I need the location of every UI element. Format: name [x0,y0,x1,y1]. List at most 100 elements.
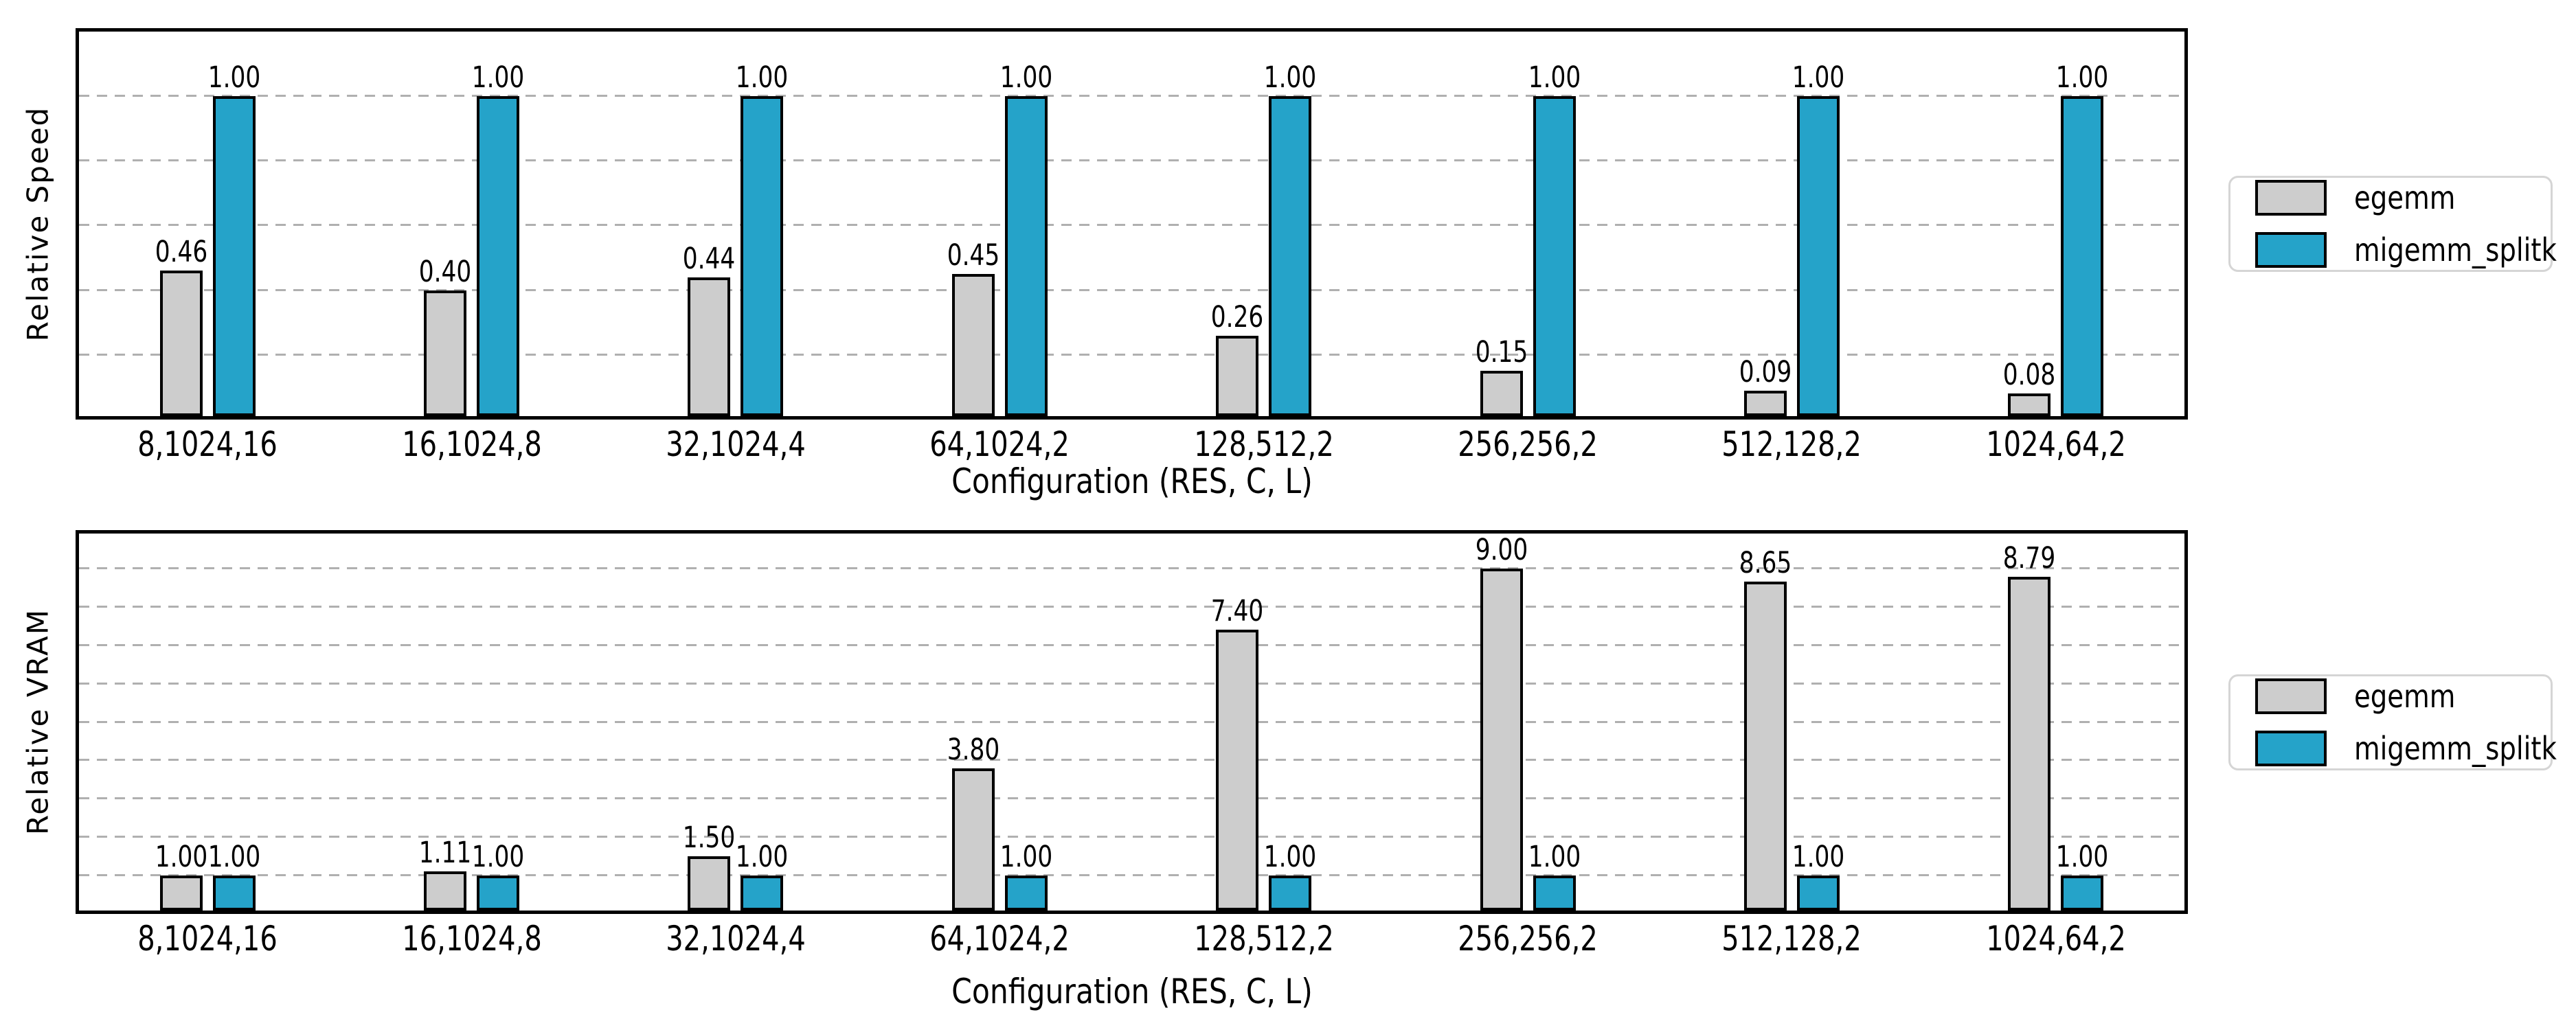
bar-value-label: 1.00 [736,840,789,875]
bar-value-label: 0.44 [683,241,736,276]
bar-migemm_splitk [1533,95,1576,416]
bar-egemm [1480,371,1523,416]
gridline [79,682,2184,685]
bar-egemm [424,871,467,911]
x-tick-label: 8,1024,16 [137,424,278,464]
x-tick-label: 256,256,2 [1458,424,1598,464]
bar-value-label: 1.00 [736,60,789,95]
bar-value-label: 1.00 [471,60,525,95]
bar-migemm_splitk [212,95,256,416]
gridline [79,720,2184,723]
legend-entry-egemm: egemm [2255,678,2551,714]
bar-migemm_splitk [212,876,256,911]
gridline [79,605,2184,608]
legend: egemm migemm_splitk [2228,176,2557,272]
x-tick-label: 1024,64,2 [1986,424,2126,464]
gridline [79,566,2184,569]
x-tick-label: 512,128,2 [1721,919,1862,959]
bar-migemm_splitk [1004,876,1048,911]
x-tick-label: 16,1024,8 [401,424,542,464]
bar-value-label: 0.40 [418,254,472,289]
bar-migemm_splitk [1004,95,1048,416]
x-tick-label: 512,128,2 [1721,424,1862,464]
x-tick-label: 64,1024,2 [929,919,1070,959]
bar-value-label: 0.15 [1475,335,1528,370]
x-tick-label: 16,1024,8 [401,919,542,959]
bar-value-label: 1.00 [1263,60,1317,95]
legend-swatch-egemm [2255,180,2327,216]
legend-entry-migemm-splitk: migemm_splitk [2255,731,2557,766]
bar-value-label: 0.08 [2003,358,2056,393]
legend-label-migemm-splitk: migemm_splitk [2354,231,2557,268]
x-tick-label: 32,1024,4 [666,424,806,464]
bar-value-label: 1.00 [1792,60,1845,95]
legend-entry-egemm: egemm [2255,180,2551,216]
legend-label-egemm: egemm [2354,179,2456,216]
gridline [79,159,2184,162]
bar-value-label: 0.45 [947,238,1000,273]
bar-value-label: 9.00 [1475,532,1528,567]
bar-value-label: 1.50 [683,821,736,856]
bar-value-label: 1.00 [1528,840,1581,875]
bar-value-label: 1.00 [999,60,1053,95]
bar-value-label: 3.80 [947,732,1000,767]
bar-egemm [1743,582,1787,911]
bar-value-label: 8.79 [2003,540,2056,575]
bar-migemm_splitk [1533,876,1576,911]
legend-swatch-egemm [2255,678,2327,714]
gridline [79,797,2184,800]
gridline [79,836,2184,838]
plot-area: 0.46 1.00 8,1024,16 0.40 1.00 16,1024,8 0.44 1.… [76,28,2188,464]
legend-swatch-migemm-splitk [2255,731,2327,766]
bar-migemm_splitk [741,95,784,416]
bar-value-label: 0.46 [155,235,207,270]
bar-migemm_splitk [2061,876,2104,911]
bar-egemm [951,768,995,911]
bar-value-label: 1.00 [207,840,260,875]
x-axis-label: Configuration (RES, C, L) [951,461,1313,501]
bar-value-label: 1.00 [2056,840,2109,875]
legend-swatch-migemm-splitk [2255,232,2327,268]
bar-egemm [2008,576,2051,911]
x-tick-label: 64,1024,2 [929,424,1070,464]
x-tick-label: 256,256,2 [1458,919,1598,959]
bar-egemm [159,876,203,911]
bar-value-label: 1.00 [207,60,260,95]
bar-value-label: 8.65 [1739,546,1792,581]
gridline [79,643,2184,646]
bar-egemm [159,271,203,416]
bar-egemm [1216,335,1259,416]
legend: egemm migemm_splitk [2228,674,2557,770]
bar-value-label: 1.00 [1263,840,1317,875]
bar-migemm_splitk [1796,95,1840,416]
bar-migemm_splitk [1269,876,1312,911]
bar-value-label: 1.11 [418,835,472,870]
bar-egemm [1743,390,1787,416]
bar-egemm [1216,630,1259,911]
bar-migemm_splitk [477,95,520,416]
bar-egemm [688,277,731,416]
gridline [79,288,2184,291]
bar-egemm [2008,393,2051,416]
x-tick-label: 128,512,2 [1193,424,1334,464]
bar-migemm_splitk [741,876,784,911]
legend-entry-migemm-splitk: migemm_splitk [2255,232,2557,268]
x-axis-label: Configuration (RES, C, L) [951,972,1313,1011]
gridline [79,94,2184,97]
legend-label-egemm: egemm [2354,678,2456,715]
bar-egemm [424,290,467,416]
bar-migemm_splitk [1796,876,1840,911]
gridline [79,874,2184,877]
bar-value-label: 1.00 [155,840,207,875]
bar-egemm [688,856,731,911]
x-tick-label: 32,1024,4 [666,919,806,959]
bar-value-label: 0.26 [1210,299,1264,334]
bar-egemm [1480,568,1523,911]
x-tick-label: 8,1024,16 [137,919,278,959]
x-tick-label: 1024,64,2 [1986,919,2126,959]
bar-value-label: 1.00 [1792,840,1845,875]
gridline [79,353,2184,356]
bar-value-label: 7.40 [1210,594,1264,629]
bar-value-label: 1.00 [2056,60,2109,95]
